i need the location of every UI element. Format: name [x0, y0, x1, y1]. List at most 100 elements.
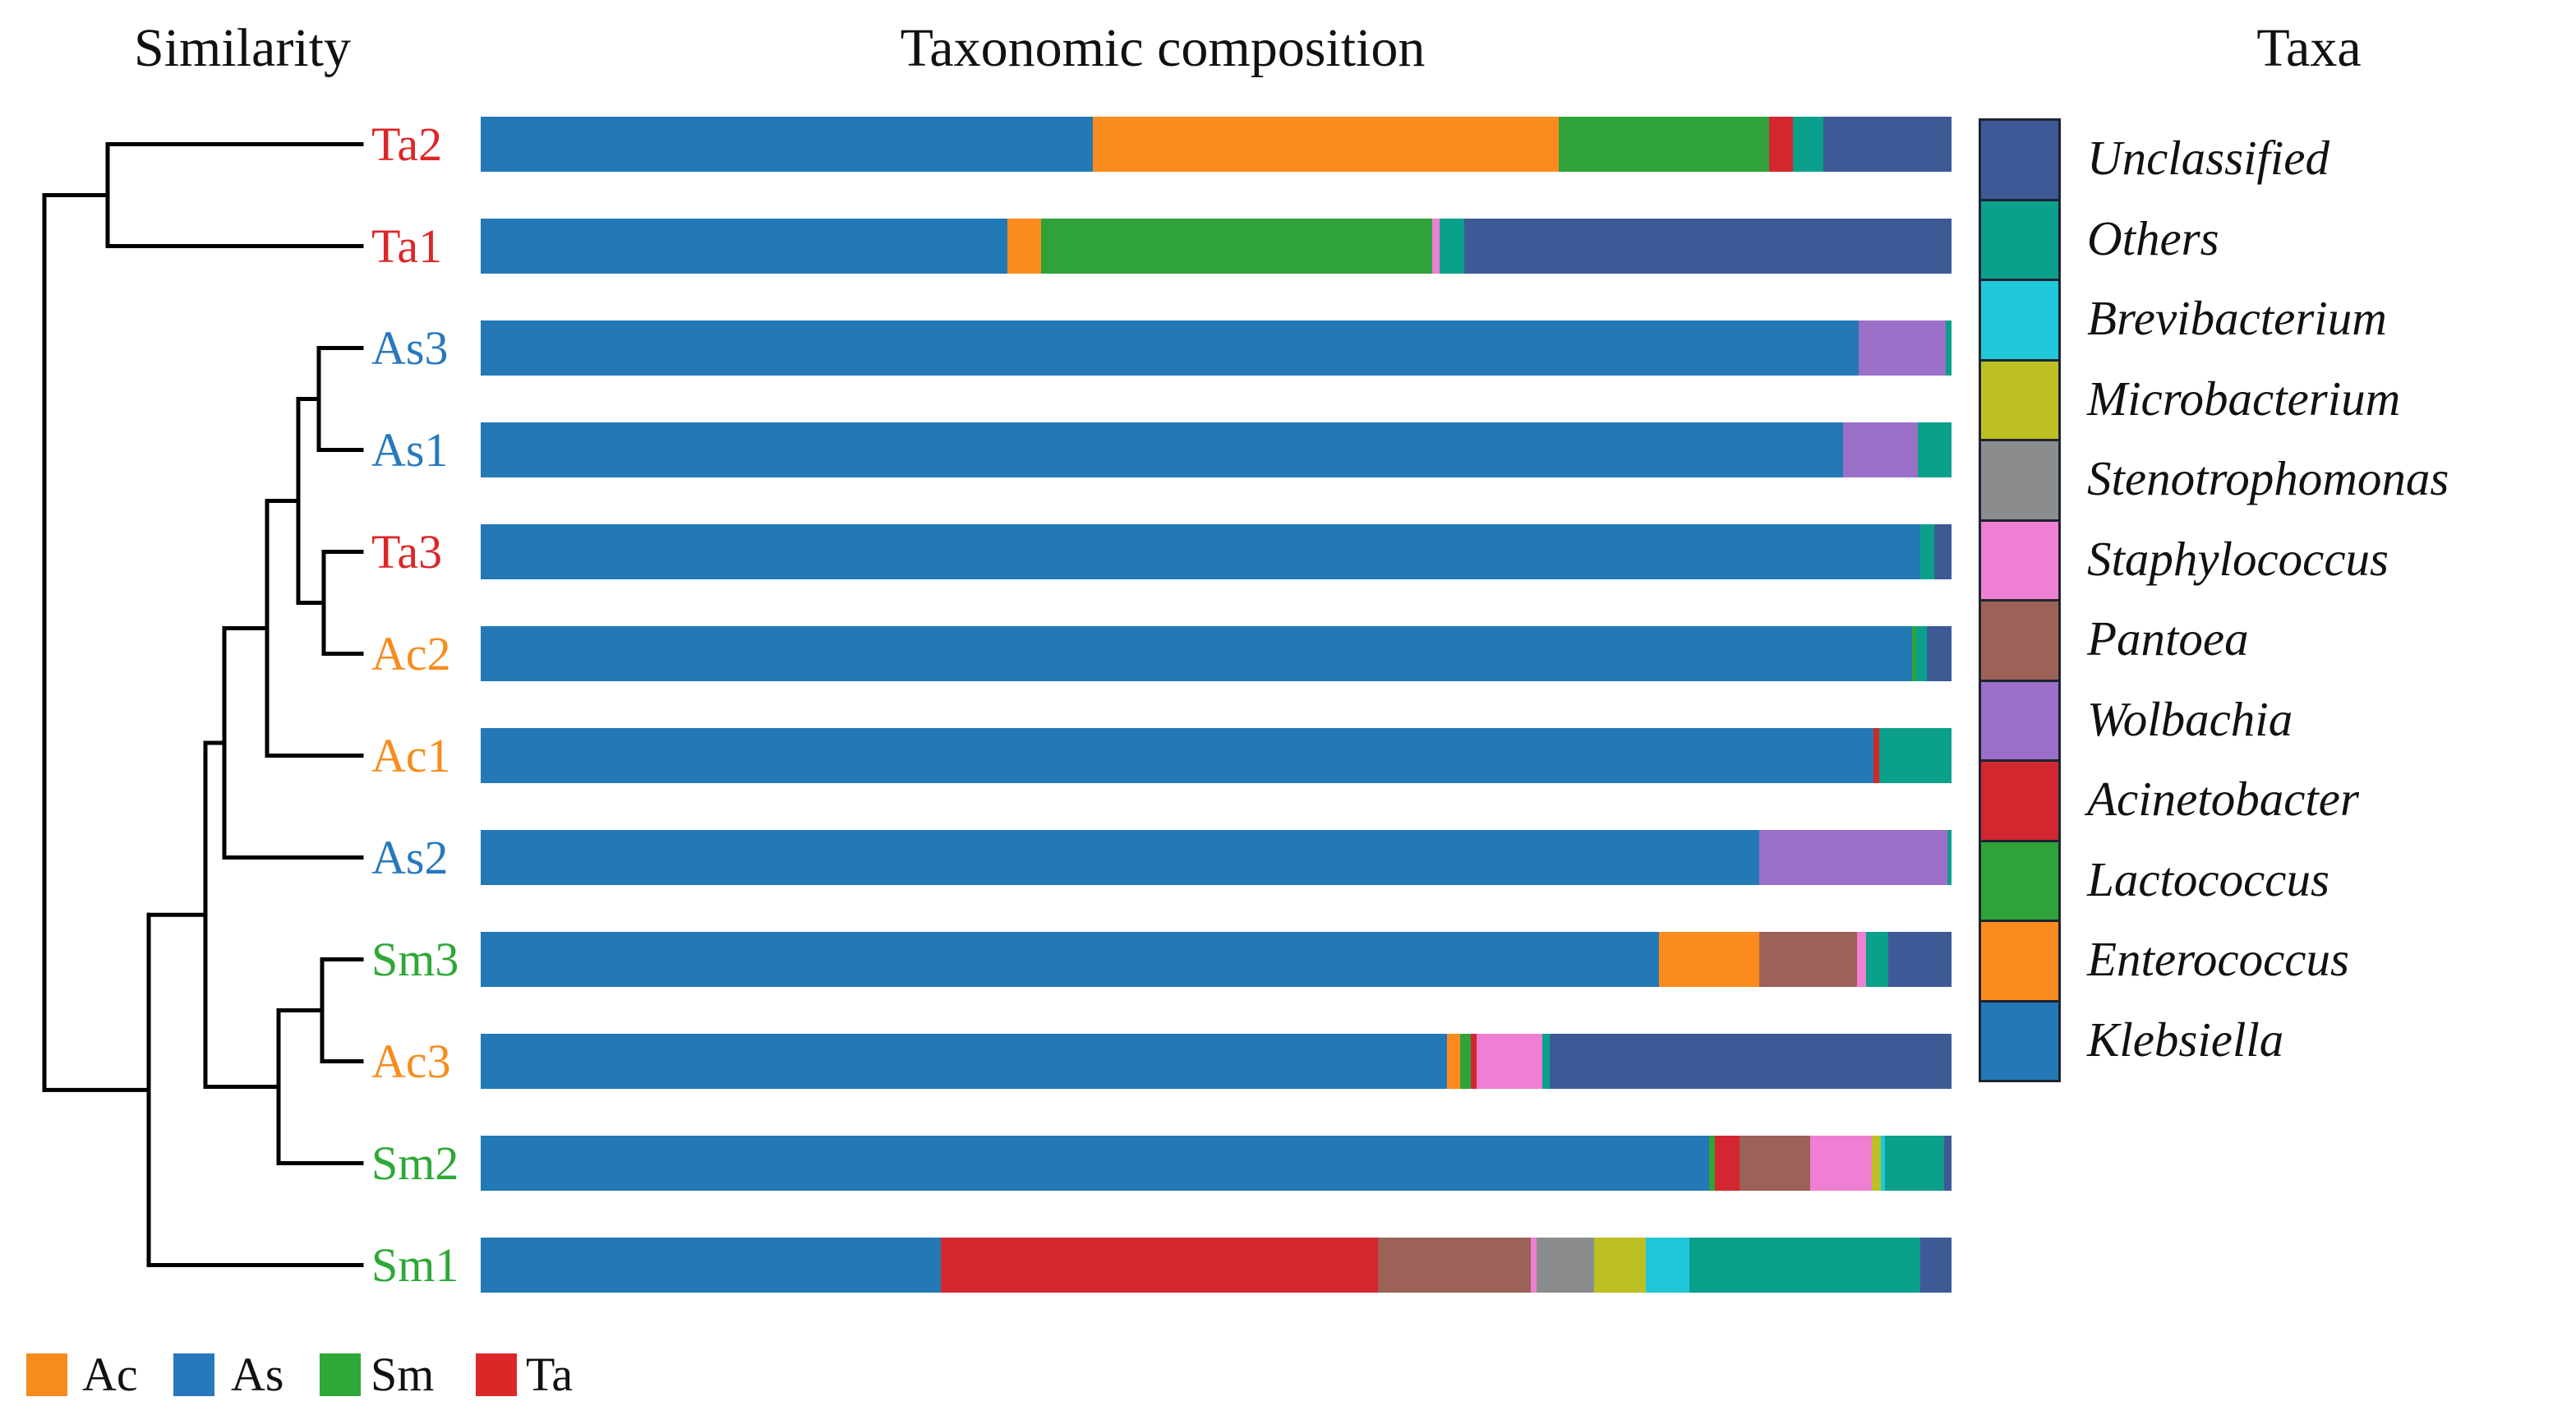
row-label-Ta1: Ta1 — [371, 219, 443, 273]
segment-As1-Others — [1917, 422, 1952, 477]
segment-Sm1-Acinetobacter — [941, 1238, 1378, 1293]
legend-label-Staphylococcus: Staphylococcus — [2087, 531, 2389, 586]
segment-Ac3-Staphylococcus — [1476, 1034, 1543, 1089]
bar-Ac1 — [481, 728, 1952, 783]
row-label-As3: As3 — [371, 320, 449, 375]
row-label-Ta3: Ta3 — [371, 524, 443, 579]
segment-Ac1-Klebsiella — [481, 728, 1874, 783]
bar-Ta3 — [481, 524, 1952, 579]
segment-Sm1-Staphylococcus — [1531, 1238, 1537, 1293]
bar-Ac3 — [481, 1034, 1952, 1089]
bar-Sm2 — [481, 1136, 1952, 1191]
legend-label-Unclassified: Unclassified — [2087, 131, 2329, 185]
bar-As1 — [481, 422, 1952, 477]
segment-Ta1-Unclassified — [1464, 219, 1952, 274]
segment-Ta2-Acinetobacter — [1769, 117, 1793, 172]
segment-Sm2-Lactococcus — [1708, 1136, 1715, 1191]
legend-swatch-Stenotrophomonas — [1979, 439, 2061, 522]
segment-Ta2-Klebsiella — [481, 117, 1093, 172]
bar-Ac2 — [481, 626, 1952, 681]
legend-swatch-Wolbachia — [1979, 679, 2061, 762]
legend-label-Others: Others — [2087, 210, 2219, 265]
segment-Ac3-Klebsiella — [481, 1034, 1448, 1089]
legend-swatch-Acinetobacter — [1979, 759, 2061, 842]
segment-Sm3-Unclassified — [1888, 932, 1952, 987]
segment-Ta2-Lactococcus — [1559, 117, 1770, 172]
row-label-Sm1: Sm1 — [371, 1238, 459, 1292]
segment-Sm2-Pantoea — [1740, 1136, 1811, 1191]
group-label-Sm: Sm — [371, 1348, 435, 1401]
legend-label-Acinetobacter: Acinetobacter — [2087, 772, 2359, 826]
dendrogram — [42, 142, 364, 1267]
group-label-As: As — [231, 1348, 284, 1401]
legend-swatch-Lactococcus — [1979, 839, 2061, 922]
row-label-Ac1: Ac1 — [371, 728, 451, 782]
segment-As1-Klebsiella — [481, 422, 1843, 477]
segment-Sm3-Others — [1866, 932, 1888, 987]
legend-swatch-Others — [1979, 198, 2061, 281]
legend-swatch-Microbacterium — [1979, 358, 2061, 441]
segment-As2-Others — [1947, 830, 1952, 885]
group-swatch-Ac — [26, 1353, 67, 1396]
segment-Sm3-Pantoea — [1758, 932, 1858, 987]
group-label-Ac: Ac — [82, 1348, 138, 1401]
bar-Ta2 — [481, 117, 1952, 172]
segment-Sm2-Klebsiella — [481, 1136, 1709, 1191]
segment-Sm1-Unclassified — [1920, 1238, 1952, 1293]
segment-Ta2-Enterococcus — [1092, 117, 1560, 172]
segment-Ac1-Acinetobacter — [1873, 728, 1880, 783]
segment-Ta2-Others — [1792, 117, 1824, 172]
row-label-Ac2: Ac2 — [371, 626, 451, 680]
segment-Ac3-Acinetobacter — [1470, 1034, 1477, 1089]
segment-Sm1-Microbacterium — [1594, 1238, 1646, 1293]
segment-Sm3-Enterococcus — [1658, 932, 1759, 987]
bar-As3 — [481, 320, 1952, 376]
segment-As3-Wolbachia — [1859, 320, 1946, 376]
row-label-Ac3: Ac3 — [371, 1034, 451, 1088]
legend-label-Wolbachia: Wolbachia — [2087, 691, 2293, 746]
segment-Ac3-Unclassified — [1550, 1034, 1952, 1089]
segment-Ta3-Others — [1920, 524, 1934, 579]
segment-Sm3-Staphylococcus — [1857, 932, 1867, 987]
segment-Ta1-Klebsiella — [481, 219, 1007, 274]
legend-label-Enterococcus: Enterococcus — [2087, 932, 2349, 986]
segment-Sm1-Stenotrophomonas — [1537, 1238, 1594, 1293]
composition-title: Taxonomic composition — [900, 18, 1426, 78]
segment-Ac3-Enterococcus — [1447, 1034, 1461, 1089]
row-label-As1: As1 — [371, 422, 449, 477]
segment-Sm1-Klebsiella — [481, 1238, 942, 1293]
segment-Ac2-Unclassified — [1926, 626, 1952, 681]
bar-Sm3 — [481, 932, 1952, 987]
group-swatch-Sm — [320, 1353, 361, 1396]
legend-label-Lactococcus: Lactococcus — [2087, 851, 2329, 906]
legend-swatch-Pantoea — [1979, 599, 2061, 682]
segment-Ta3-Unclassified — [1933, 524, 1952, 579]
segment-As3-Klebsiella — [481, 320, 1859, 376]
segment-Sm1-Pantoea — [1377, 1238, 1532, 1293]
segment-Ac2-Others — [1916, 626, 1927, 681]
legend-label-Stenotrophomonas: Stenotrophomonas — [2087, 451, 2449, 505]
legend-swatch-Brevibacterium — [1979, 279, 2061, 362]
segment-Ta1-Enterococcus — [1007, 219, 1041, 274]
segment-Sm2-Acinetobacter — [1714, 1136, 1740, 1191]
group-swatch-Ta — [476, 1353, 517, 1396]
segment-As2-Wolbachia — [1758, 830, 1947, 885]
segment-Ac2-Klebsiella — [481, 626, 1912, 681]
legend-swatch-Enterococcus — [1979, 920, 2061, 1003]
legend-swatch-Klebsiella — [1979, 999, 2061, 1082]
segment-Ac3-Others — [1542, 1034, 1551, 1089]
row-label-Sm3: Sm3 — [371, 932, 459, 986]
segment-Ac3-Lactococcus — [1460, 1034, 1471, 1089]
segment-Ac1-Others — [1879, 728, 1952, 783]
segment-Ta1-Staphylococcus — [1432, 219, 1440, 274]
segment-As1-Wolbachia — [1842, 422, 1918, 477]
row-label-Ta2: Ta2 — [371, 117, 443, 171]
segment-Ta1-Others — [1440, 219, 1465, 274]
legend-swatch-Staphylococcus — [1979, 519, 2061, 602]
segment-Sm1-Others — [1689, 1238, 1921, 1293]
segment-Sm2-Microbacterium — [1872, 1136, 1882, 1191]
taxa-legend-title: Taxa — [2256, 18, 2362, 78]
segment-Sm2-Others — [1885, 1136, 1944, 1191]
legend-label-Microbacterium: Microbacterium — [2087, 371, 2401, 426]
group-swatch-As — [173, 1353, 214, 1396]
